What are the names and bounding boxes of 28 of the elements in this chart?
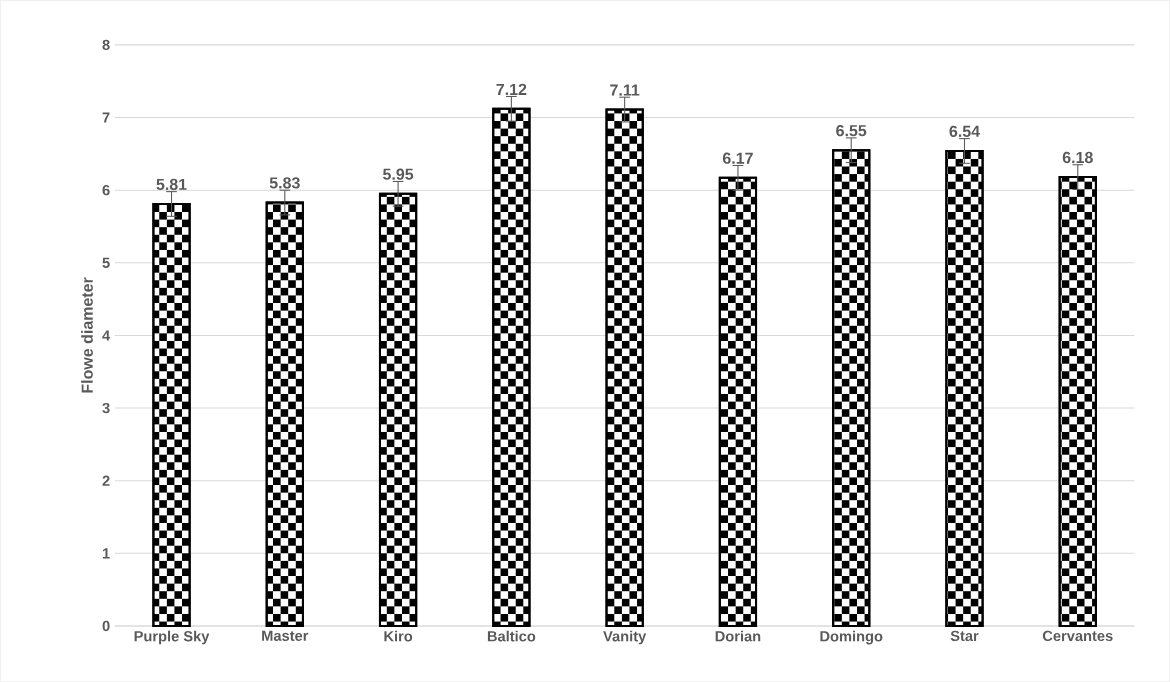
y-tick-label: 0 xyxy=(102,620,110,632)
data-label: 6.54 xyxy=(949,125,980,137)
x-tick-label: Kiro xyxy=(384,630,413,642)
data-label: 6.55 xyxy=(836,124,867,137)
data-label: 6.18 xyxy=(1062,151,1093,164)
y-axis-title: Flowe diameter xyxy=(81,277,93,393)
y-tick-label: 6 xyxy=(102,184,110,196)
y-tick-label: 8 xyxy=(102,39,110,50)
data-label: 5.81 xyxy=(156,178,187,190)
x-tick-label: Vanity xyxy=(603,630,647,645)
x-tick-label: Master xyxy=(262,630,309,641)
y-tick-label: 4 xyxy=(102,330,111,341)
y-tick-label: 5 xyxy=(102,257,110,268)
x-tick-label: Purple Sky xyxy=(134,630,210,645)
data-label: 5.83 xyxy=(269,177,300,189)
data-label: 7.11 xyxy=(610,84,640,96)
x-tick-label: Dorian xyxy=(715,630,761,642)
y-tick-label: 2 xyxy=(102,475,110,486)
x-tick-label: Star xyxy=(950,630,979,641)
y-tick-label: 1 xyxy=(102,548,110,559)
data-label: 7.12 xyxy=(496,83,527,95)
data-label: 6.17 xyxy=(722,152,753,164)
x-tick-label: Domingo xyxy=(820,630,883,645)
x-tick-label: Baltico xyxy=(487,630,536,642)
data-label: 5.95 xyxy=(383,168,414,180)
y-tick-label: 7 xyxy=(102,112,110,123)
y-tick-label: 3 xyxy=(102,402,110,414)
x-tick-label: Cervantes xyxy=(1042,630,1113,641)
